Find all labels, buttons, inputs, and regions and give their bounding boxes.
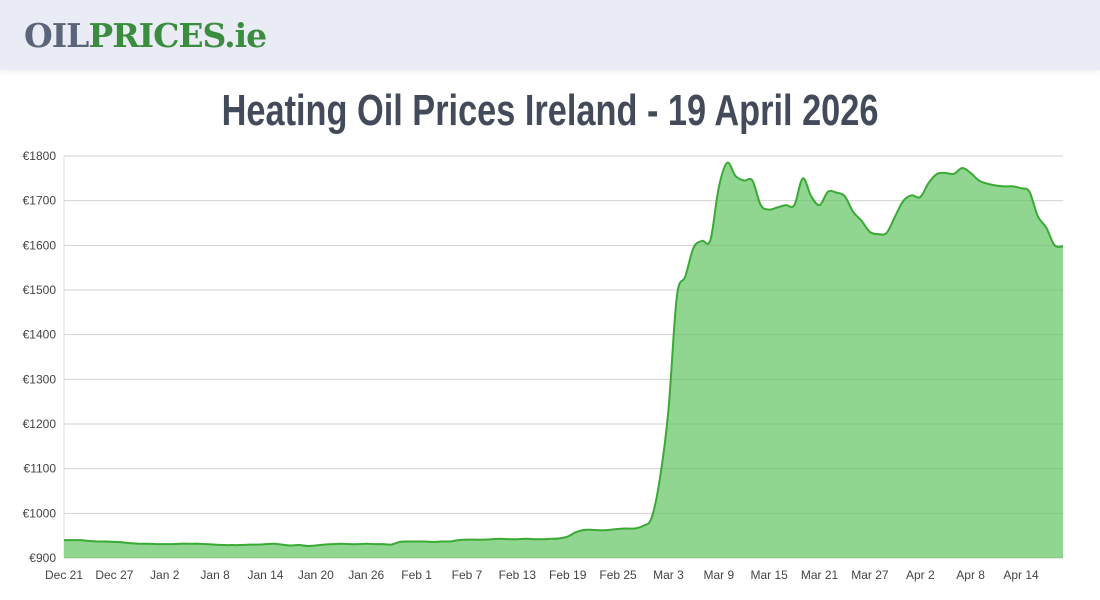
x-tick-label: Feb 7: [452, 568, 483, 582]
y-tick-label: €900: [29, 551, 56, 565]
logo-prices: PRICES.ie: [88, 16, 267, 55]
y-tick-label: €1100: [24, 462, 57, 476]
y-tick-label: €1600: [23, 238, 57, 252]
x-tick-label: Jan 20: [298, 568, 334, 582]
price-area: [64, 162, 1063, 559]
site-logo[interactable]: OILPRICES.ie: [24, 16, 267, 56]
x-tick-label: Jan 2: [150, 568, 180, 582]
logo-oil: OIL: [24, 16, 89, 55]
site-header: OILPRICES.ie: [0, 0, 1100, 70]
x-tick-label: Mar 3: [653, 568, 684, 582]
x-tick-label: Feb 13: [499, 568, 537, 582]
x-tick-label: Feb 19: [549, 568, 587, 582]
page-title: Heating Oil Prices Ireland - 19 April 20…: [0, 86, 1100, 136]
x-tick-label: Mar 27: [851, 568, 889, 582]
x-tick-label: Mar 21: [801, 568, 839, 582]
y-tick-label: €1700: [23, 194, 57, 208]
y-tick-label: €1000: [23, 506, 57, 520]
x-tick-label: Feb 1: [401, 568, 432, 582]
y-tick-label: €1300: [23, 372, 57, 386]
x-tick-label: Apr 8: [956, 568, 985, 582]
x-tick-label: Dec 21: [45, 568, 83, 582]
x-tick-label: Apr 14: [1003, 568, 1039, 582]
x-tick-label: Jan 26: [348, 568, 384, 582]
price-line: [64, 161, 1064, 547]
x-tick-label: Mar 9: [703, 568, 734, 582]
x-tick-label: Dec 27: [95, 568, 133, 582]
y-tick-label: €1800: [23, 149, 57, 163]
x-tick-label: Feb 25: [599, 568, 637, 582]
x-tick-label: Jan 14: [247, 568, 283, 582]
y-tick-label: €1200: [23, 417, 57, 431]
y-tick-label: €1500: [23, 283, 57, 297]
page-title-text: Heating Oil Prices Ireland - 19 April 20…: [221, 86, 879, 135]
x-tick-label: Mar 15: [750, 568, 788, 582]
y-tick-label: €1400: [23, 328, 57, 342]
x-tick-label: Jan 8: [200, 568, 230, 582]
x-tick-label: Apr 2: [906, 568, 935, 582]
